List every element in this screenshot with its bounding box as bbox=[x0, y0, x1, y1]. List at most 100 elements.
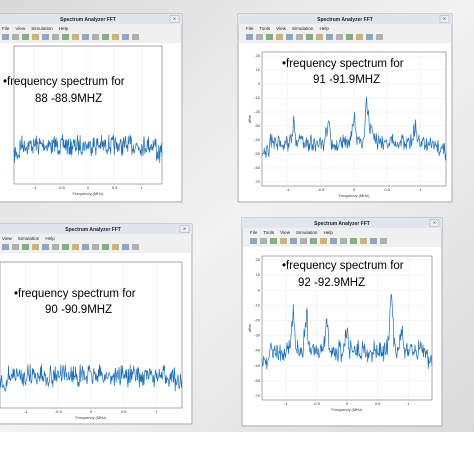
toolbar-button[interactable] bbox=[270, 238, 277, 244]
toolbar-button[interactable] bbox=[326, 34, 333, 40]
toolbar-button[interactable] bbox=[250, 238, 257, 244]
toolbar-button[interactable] bbox=[276, 34, 283, 40]
annotation-text: 92 -92.9MHZ bbox=[298, 277, 365, 289]
toolbar-button[interactable] bbox=[286, 34, 293, 40]
y-tick-label: -10 bbox=[254, 302, 261, 307]
toolbar-button[interactable] bbox=[132, 34, 139, 40]
menu-item[interactable]: Simulation bbox=[292, 26, 314, 31]
x-tick-label: 0 bbox=[353, 187, 356, 192]
toolbar-button[interactable] bbox=[306, 34, 313, 40]
close-button[interactable] bbox=[429, 219, 440, 227]
toolbar-button[interactable] bbox=[280, 238, 287, 244]
menu-item[interactable]: File bbox=[2, 26, 10, 31]
y-tick-label: -70 bbox=[254, 179, 261, 184]
toolbar-button[interactable] bbox=[380, 238, 387, 244]
y-tick-label: -50 bbox=[254, 151, 261, 156]
toolbar-button[interactable] bbox=[346, 34, 353, 40]
toolbar-button[interactable] bbox=[12, 34, 19, 40]
toolbar-button[interactable] bbox=[72, 34, 79, 40]
annotation-text: •frequency spectrum for bbox=[282, 58, 404, 70]
close-glyph: × bbox=[443, 17, 446, 23]
y-tick-label: -60 bbox=[254, 165, 261, 170]
toolbar-button[interactable] bbox=[42, 34, 49, 40]
toolbar-button[interactable] bbox=[266, 34, 273, 40]
app-window: Spectrum Analyzer FFT × View Simulation Help… bbox=[0, 223, 193, 425]
toolbar-button[interactable] bbox=[320, 238, 327, 244]
toolbar-button[interactable] bbox=[82, 34, 89, 40]
toolbar-button[interactable] bbox=[92, 244, 99, 250]
menu-item[interactable]: View bbox=[2, 236, 13, 241]
x-tick-label: -0.5 bbox=[313, 401, 321, 406]
toolbar-button[interactable] bbox=[356, 34, 363, 40]
menu-item[interactable]: Help bbox=[323, 230, 333, 235]
toolbar-button[interactable] bbox=[2, 244, 9, 250]
toolbar-button[interactable] bbox=[376, 34, 383, 40]
menu-item[interactable]: View bbox=[280, 230, 291, 235]
menu-item[interactable]: Simulation bbox=[18, 236, 40, 241]
toolbar-button[interactable] bbox=[12, 244, 19, 250]
toolbar-button[interactable] bbox=[112, 34, 119, 40]
toolbar-button[interactable] bbox=[102, 244, 109, 250]
toolbar-button[interactable] bbox=[22, 34, 29, 40]
menu-item[interactable]: Simulation bbox=[296, 230, 318, 235]
toolbar-button[interactable] bbox=[32, 34, 39, 40]
toolbar-button[interactable] bbox=[92, 34, 99, 40]
spectrum-trace bbox=[261, 294, 433, 370]
y-tick-label: 10 bbox=[256, 67, 261, 72]
toolbar-button[interactable] bbox=[260, 238, 267, 244]
toolbar-button[interactable] bbox=[310, 238, 317, 244]
close-button[interactable] bbox=[179, 225, 190, 233]
toolbar-button[interactable] bbox=[52, 244, 59, 250]
menu-item[interactable]: View bbox=[15, 26, 26, 31]
toolbar-button[interactable] bbox=[290, 238, 297, 244]
y-tick-label: 20 bbox=[256, 53, 261, 58]
y-tick-label: -30 bbox=[254, 333, 261, 338]
x-axis-label: Frequency (MHz) bbox=[76, 415, 108, 420]
x-tick-label: 0.5 bbox=[384, 187, 390, 192]
toolbar-button[interactable] bbox=[52, 34, 59, 40]
toolbar-button[interactable] bbox=[82, 244, 89, 250]
toolbar-button[interactable] bbox=[112, 244, 119, 250]
toolbar-button[interactable] bbox=[62, 244, 69, 250]
menu-item[interactable]: Simulation bbox=[31, 26, 53, 31]
toolbar-button[interactable] bbox=[300, 238, 307, 244]
toolbar-button[interactable] bbox=[102, 34, 109, 40]
menu-item[interactable]: File bbox=[246, 26, 254, 31]
toolbar-button[interactable] bbox=[62, 34, 69, 40]
menu-item[interactable]: Tools bbox=[259, 26, 270, 31]
menu-item[interactable]: File bbox=[250, 230, 258, 235]
x-tick-label: -1 bbox=[286, 187, 290, 192]
annotation-text: 88 -88.9MHZ bbox=[35, 93, 102, 105]
toolbar-button[interactable] bbox=[370, 238, 377, 244]
toolbar-button[interactable] bbox=[256, 34, 263, 40]
toolbar-button[interactable] bbox=[246, 34, 253, 40]
toolbar-button[interactable] bbox=[122, 34, 129, 40]
toolbar-button[interactable] bbox=[132, 244, 139, 250]
toolbar-button[interactable] bbox=[330, 238, 337, 244]
toolbar-button[interactable] bbox=[32, 244, 39, 250]
menu-item[interactable]: Tools bbox=[263, 230, 274, 235]
toolbar-button[interactable] bbox=[316, 34, 323, 40]
menu-item[interactable]: View bbox=[276, 26, 287, 31]
toolbar-button[interactable] bbox=[366, 34, 373, 40]
y-tick-label: 0 bbox=[258, 287, 261, 292]
y-tick-label: -70 bbox=[254, 393, 261, 398]
toolbar-button[interactable] bbox=[360, 238, 367, 244]
toolbar-button[interactable] bbox=[336, 34, 343, 40]
window-title: Spectrum Analyzer FFT bbox=[314, 221, 370, 227]
menu-item[interactable]: Help bbox=[45, 236, 55, 241]
toolbar-button[interactable] bbox=[22, 244, 29, 250]
toolbar-button[interactable] bbox=[72, 244, 79, 250]
toolbar-button[interactable] bbox=[42, 244, 49, 250]
toolbar-button[interactable] bbox=[2, 34, 9, 40]
toolbar-button[interactable] bbox=[296, 34, 303, 40]
title-bar bbox=[0, 224, 192, 234]
menu-item[interactable]: Help bbox=[319, 26, 329, 31]
toolbar-button[interactable] bbox=[350, 238, 357, 244]
menu-item[interactable]: Help bbox=[59, 26, 69, 31]
close-button[interactable] bbox=[169, 15, 180, 23]
close-button[interactable] bbox=[439, 15, 450, 23]
toolbar-button[interactable] bbox=[122, 244, 129, 250]
x-tick-label: -0.5 bbox=[55, 409, 63, 414]
toolbar-button[interactable] bbox=[340, 238, 347, 244]
